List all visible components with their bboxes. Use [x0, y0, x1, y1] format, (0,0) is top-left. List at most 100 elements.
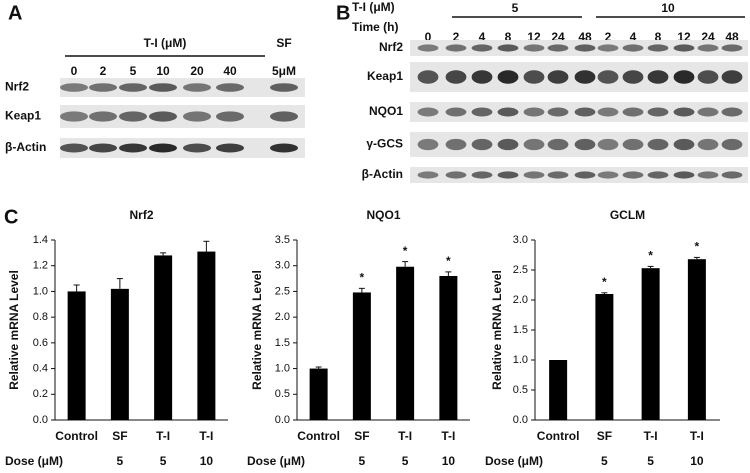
y-tick-label: 1.4 [33, 234, 48, 246]
row-label: γ-GCS [366, 137, 403, 151]
time-label: 2 [605, 30, 612, 44]
band [547, 171, 569, 179]
band [445, 44, 467, 52]
y-tick-label: 2.5 [275, 285, 290, 297]
y-tick-label: 3.5 [275, 234, 290, 246]
y-tick-label: 2.0 [275, 311, 290, 323]
band [647, 107, 669, 117]
band [547, 107, 569, 117]
band [647, 171, 669, 179]
time-label: 0 [425, 30, 432, 44]
band [721, 107, 743, 117]
panel-label: C [4, 206, 18, 228]
significance: * [360, 271, 365, 285]
x-tick-label: Control [55, 429, 98, 443]
significance: * [446, 254, 451, 268]
band [523, 171, 545, 179]
band [697, 138, 719, 151]
panel-label: B [336, 2, 350, 24]
band [673, 171, 695, 179]
band [597, 44, 619, 52]
band [647, 44, 669, 52]
band [721, 70, 743, 84]
dose-value: 10 [442, 454, 456, 468]
x-tick-label: SF [597, 429, 612, 443]
ti-label: T-I (μM) [352, 0, 395, 14]
band [597, 138, 619, 151]
time-label: 2 [453, 30, 460, 44]
band [673, 70, 695, 84]
y-tick-label: 0.4 [33, 362, 48, 374]
band [697, 70, 719, 84]
chart-title: NQO1 [366, 208, 400, 222]
dose-label: 0 [71, 64, 78, 78]
band [183, 83, 211, 92]
band [622, 171, 644, 179]
band [417, 107, 439, 117]
y-tick-label: 0.5 [513, 384, 528, 396]
x-tick-label: Control [297, 429, 340, 443]
y-tick-label: 0.0 [275, 414, 290, 426]
band [445, 138, 467, 151]
y-tick-label: 3.0 [513, 234, 528, 246]
band [721, 138, 743, 151]
y-axis-label: Relative mRNA Level [250, 270, 264, 390]
band [574, 70, 596, 84]
y-tick-label: 1.0 [513, 354, 528, 366]
band [60, 111, 88, 122]
row-label: β-Actin [362, 167, 403, 181]
band [523, 44, 545, 52]
band [547, 70, 569, 84]
band [119, 143, 147, 153]
x-tick-label: T-I [156, 429, 170, 443]
band [574, 44, 596, 52]
band [183, 111, 211, 122]
band [60, 83, 88, 92]
band [547, 138, 569, 151]
blot-strip [60, 105, 305, 128]
band [183, 143, 211, 153]
y-tick-label: 0.5 [275, 388, 290, 400]
x-tick-label: T-I [690, 429, 704, 443]
dose-value: 5 [601, 454, 608, 468]
band [270, 143, 298, 153]
band [574, 171, 596, 179]
band [270, 83, 298, 92]
y-tick-label: 0.2 [33, 388, 48, 400]
band [597, 70, 619, 84]
bar [197, 251, 216, 420]
band [597, 171, 619, 179]
y-tick-label: 1.5 [513, 324, 528, 336]
band [497, 107, 519, 117]
band [497, 171, 519, 179]
x-tick-label: SF [354, 429, 369, 443]
bar [154, 255, 173, 420]
band [673, 107, 695, 117]
bar [67, 291, 86, 420]
band [89, 83, 117, 92]
band [149, 111, 177, 122]
band [622, 44, 644, 52]
time-label: 4 [479, 30, 486, 44]
time-label: 8 [655, 30, 662, 44]
bar [549, 360, 568, 420]
bar [687, 259, 706, 420]
dose-value: 5 [160, 454, 167, 468]
row-label: Nrf2 [379, 40, 403, 54]
dose-label: 40 [223, 64, 237, 78]
significance: * [403, 244, 408, 258]
significance: * [695, 240, 700, 254]
band [417, 70, 439, 84]
time-label: 4 [630, 30, 637, 44]
band [216, 111, 244, 122]
band [417, 44, 439, 52]
y-tick-label: 0.6 [33, 337, 48, 349]
dose-label: 5 [130, 64, 137, 78]
time-label: 8 [505, 30, 512, 44]
band [417, 138, 439, 151]
significance: * [648, 249, 653, 263]
dose-label: 20 [190, 64, 204, 78]
band [647, 70, 669, 84]
bar [439, 276, 458, 420]
sf-header: SF [276, 36, 291, 50]
